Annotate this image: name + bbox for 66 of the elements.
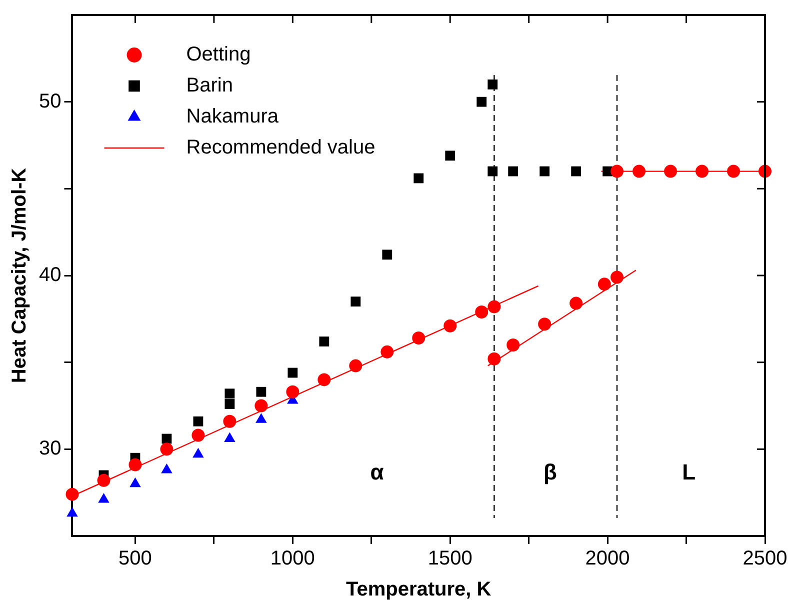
x-tick-label: 2500 [742,548,788,570]
x-axis-title: Temperature, K [346,578,492,601]
annotation: β [544,460,557,485]
point [98,493,110,503]
point [350,296,361,306]
point [727,164,740,178]
point [488,166,498,176]
point [319,336,330,346]
point [488,80,498,90]
point [349,359,362,372]
point [488,300,501,314]
point [382,250,392,260]
point [444,319,457,332]
point [506,338,520,352]
point [414,173,424,184]
point [288,368,298,378]
point [610,164,624,178]
point [224,388,235,399]
point [476,96,487,107]
legend-label: Oetting [186,44,251,66]
point [256,386,266,397]
x-tick-label: 1500 [428,548,472,570]
y-axis-title: Heat Capacity, J/mol-K [8,167,31,384]
point [66,488,79,501]
point [128,458,142,472]
x-tick-label: 1000 [270,548,315,570]
legend-label: Barin [186,74,233,97]
point [192,428,205,442]
point [610,270,624,284]
point [256,413,267,423]
point [380,345,394,358]
annotation: L [682,460,696,485]
y-tick-label: 50 [38,90,62,112]
legend-label: Recommended value [186,136,376,159]
point [318,373,331,386]
legend-label: Nakamura [186,106,280,128]
point [223,414,236,428]
point [696,164,709,178]
point [475,305,488,318]
point [193,416,204,426]
point [540,166,550,176]
point [160,442,174,456]
point [664,164,678,178]
y-tick-label: 30 [38,438,62,460]
point [538,318,552,331]
point [254,399,268,412]
annotation: α [370,460,384,485]
y-tick-label: 40 [38,264,62,286]
point [571,166,582,176]
point [97,474,110,487]
point [224,432,236,442]
point [598,278,611,291]
point [632,164,646,178]
point [130,477,141,488]
point [508,166,518,176]
point [412,332,426,345]
x-tick-label: 2000 [585,548,630,570]
point [286,385,300,398]
point [66,506,78,517]
x-tick-label: 500 [118,548,152,570]
point [224,399,235,409]
point [161,464,172,474]
point [192,448,204,458]
point [570,296,583,310]
point [445,150,456,161]
point [488,352,501,366]
